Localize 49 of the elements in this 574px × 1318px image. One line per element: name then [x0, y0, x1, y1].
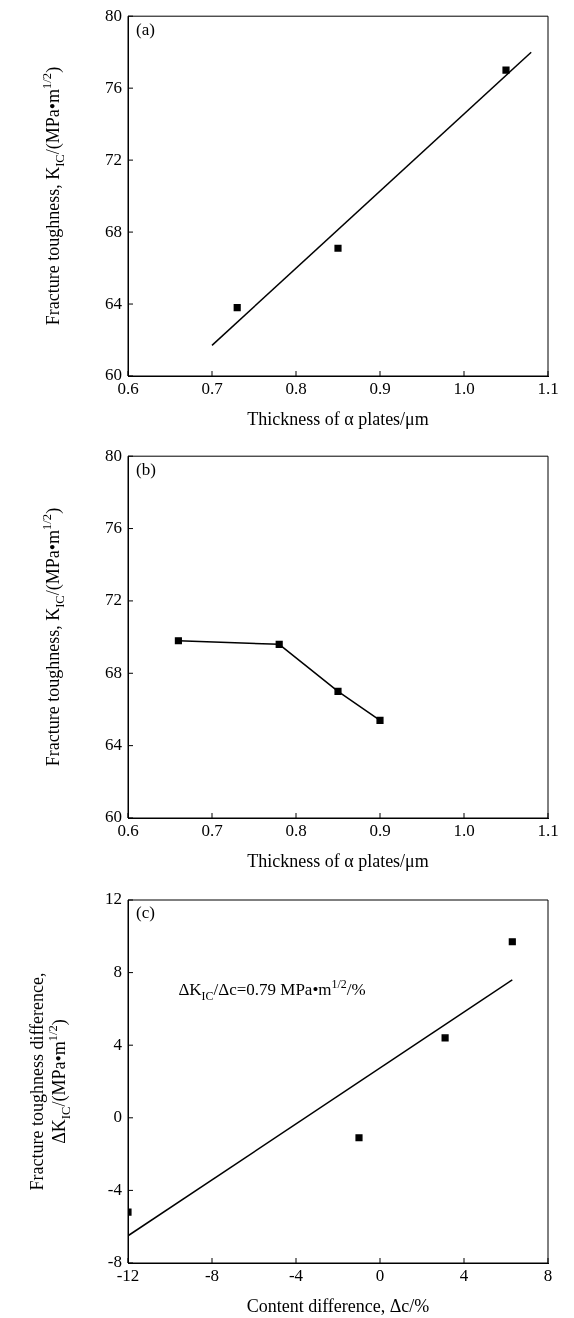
- x-tick-label: -4: [288, 1265, 304, 1285]
- x-tick-label: 1.1: [537, 378, 559, 398]
- y-tick-label: 72: [105, 590, 122, 610]
- y-tick-label: 8: [113, 962, 122, 982]
- x-tick-label: 4: [459, 1265, 469, 1285]
- y-tick-label: 80: [105, 5, 122, 25]
- x-tick-label: 0.9: [369, 820, 391, 840]
- point: [275, 640, 283, 648]
- x-tick-label: 0.7: [201, 378, 224, 398]
- x-axis-title: Thickness of α plates/μm: [247, 850, 429, 871]
- y-tick-label: 68: [105, 662, 122, 682]
- point: [174, 637, 182, 645]
- y-tick-label: 0: [113, 1107, 122, 1127]
- x-tick-label: 0.8: [285, 378, 307, 398]
- point: [441, 1034, 449, 1042]
- chart-title: (a): [136, 19, 155, 39]
- x-tick-label: 0.7: [201, 820, 224, 840]
- y-tick-label: 80: [105, 445, 122, 465]
- y-axis-title: Fracture toughness, KIC/(MPa•m1/2): [40, 507, 67, 767]
- y-tick-label: -4: [107, 1179, 123, 1199]
- x-tick-label: 1.1: [537, 820, 559, 840]
- point: [334, 687, 342, 695]
- x-tick-label: 0.8: [285, 820, 307, 840]
- y-tick-label: 12: [105, 889, 122, 909]
- y-tick-label: 76: [105, 77, 122, 97]
- x-axis-title: Thickness of α plates/μm: [247, 408, 429, 429]
- x-tick-label: 8: [543, 1265, 553, 1285]
- y-tick-label: 68: [105, 221, 122, 241]
- point: [376, 716, 384, 724]
- x-tick-label: -8: [204, 1265, 220, 1285]
- x-axis-title: Content difference, Δc/%: [246, 1295, 430, 1316]
- chart-title: (c): [136, 903, 155, 923]
- point: [508, 938, 516, 946]
- y-tick-label: 64: [105, 293, 123, 313]
- point: [233, 304, 241, 312]
- chart-title: (b): [136, 459, 156, 479]
- y-tick-label: 64: [105, 735, 123, 755]
- y-tick-label: -8: [107, 1252, 122, 1272]
- x-tick-label: 0: [375, 1265, 385, 1285]
- y-tick-label: 72: [105, 149, 122, 169]
- x-tick-label: 1.0: [453, 378, 475, 398]
- point: [355, 1134, 363, 1142]
- point: [334, 244, 342, 252]
- y-tick-label: 76: [105, 518, 122, 538]
- x-tick-label: 1.0: [453, 820, 475, 840]
- y-tick-label: 4: [113, 1034, 123, 1054]
- point: [502, 66, 510, 74]
- x-tick-label: 0.9: [369, 378, 391, 398]
- y-axis-title: Fracture toughness, KIC/(MPa•m1/2): [40, 66, 67, 326]
